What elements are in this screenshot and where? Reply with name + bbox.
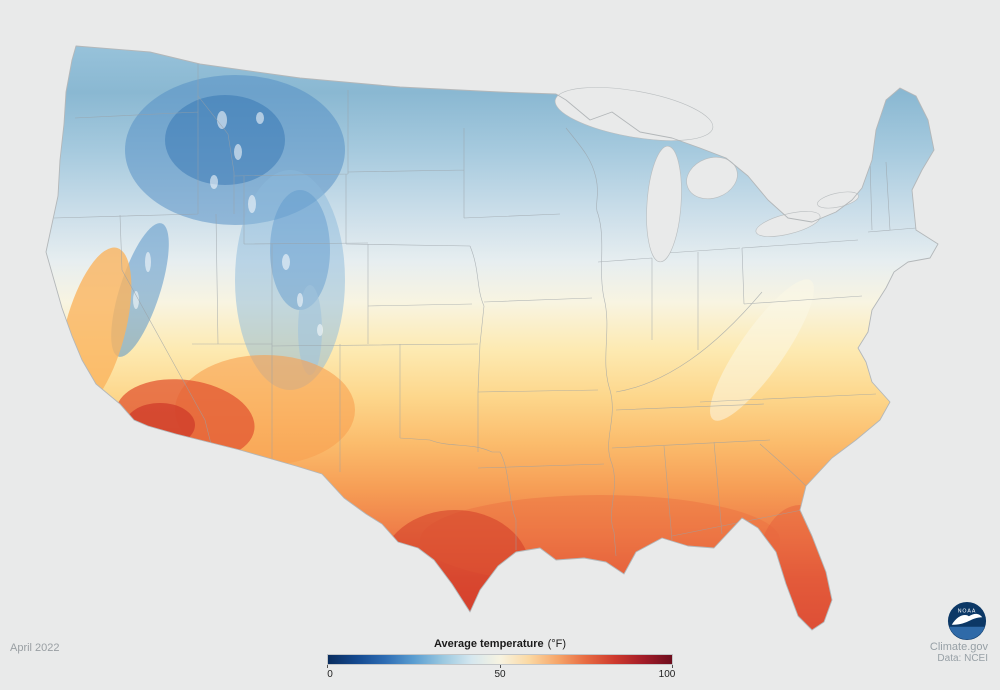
lake-erie bbox=[755, 211, 821, 237]
legend-tick-label-mid: 50 bbox=[494, 669, 506, 680]
data-credit-label: Data: NCEI bbox=[937, 653, 988, 664]
legend-title-text: Average temperature bbox=[433, 638, 544, 650]
noaa-gull-icon bbox=[951, 613, 983, 625]
legend-title: Average temperature (°F) bbox=[434, 638, 566, 650]
noaa-logo-sea bbox=[949, 626, 985, 640]
legend: Average temperature (°F) 0 50 100 bbox=[327, 638, 676, 681]
lake-michigan bbox=[646, 145, 682, 263]
date-label: April 2022 bbox=[10, 642, 60, 654]
legend-units: (°F) bbox=[547, 638, 567, 650]
legend-tick-label-max: 100 bbox=[658, 669, 676, 680]
legend-colorbar bbox=[327, 654, 673, 665]
noaa-logo-text: NOAA bbox=[958, 608, 977, 614]
credits: Climate.gov Data: NCEI bbox=[930, 641, 988, 665]
great-lakes bbox=[554, 87, 859, 263]
lake-superior bbox=[554, 87, 714, 141]
state-borders bbox=[53, 62, 917, 557]
legend-tick-label-min: 0 bbox=[327, 669, 333, 680]
legend-tick-mid bbox=[500, 665, 501, 668]
legend-tick-labels: 0 50 100 bbox=[327, 669, 676, 681]
legend-tick-min bbox=[327, 665, 328, 668]
legend-ticks bbox=[327, 665, 673, 668]
lake-ontario bbox=[817, 191, 859, 209]
source-label: Climate.gov bbox=[929, 641, 988, 653]
legend-tick-max bbox=[672, 665, 673, 668]
lake-huron bbox=[686, 156, 738, 200]
noaa-logo: NOAA bbox=[947, 601, 987, 641]
